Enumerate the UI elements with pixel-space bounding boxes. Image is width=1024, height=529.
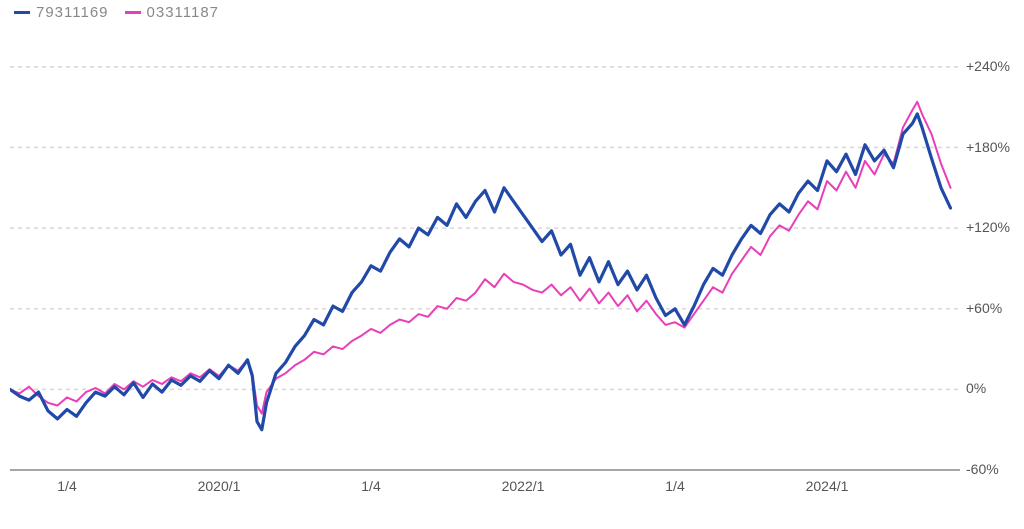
legend-item-series-1[interactable]: 79311169 (14, 4, 109, 21)
legend-swatch-2 (125, 11, 141, 14)
legend-item-series-2[interactable]: 03311187 (125, 4, 220, 21)
legend-label-2: 03311187 (147, 4, 220, 21)
x-tick-label: 1/4 (57, 478, 76, 494)
plot-svg (10, 40, 960, 500)
y-tick-label: -60% (966, 461, 999, 477)
y-tick-label: +180% (966, 139, 1010, 155)
performance-chart: 79311169 03311187 -60% 0% +60% +120% +180% +2… (0, 0, 1024, 529)
x-tick-label: 1/4 (665, 478, 684, 494)
legend-swatch-1 (14, 11, 30, 14)
x-tick-label: 2022/1 (502, 478, 545, 494)
plot-area (10, 40, 960, 500)
legend-label-1: 79311169 (36, 4, 109, 21)
y-tick-label: +120% (966, 219, 1010, 235)
y-tick-label: 0% (966, 380, 986, 396)
x-tick-label: 1/4 (361, 478, 380, 494)
x-tick-label: 2020/1 (198, 478, 241, 494)
chart-legend: 79311169 03311187 (14, 4, 219, 21)
x-tick-label: 2024/1 (806, 478, 849, 494)
y-tick-label: +240% (966, 58, 1010, 74)
y-tick-label: +60% (966, 300, 1002, 316)
